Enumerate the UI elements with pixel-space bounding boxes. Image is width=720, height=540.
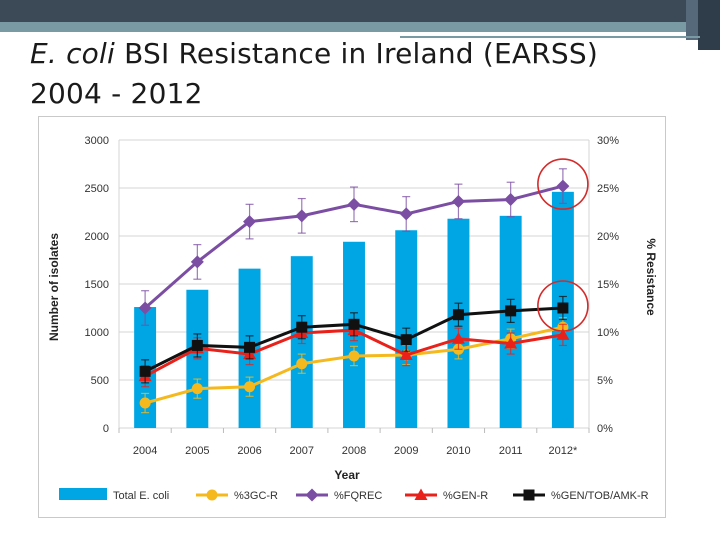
series-gen-tob-amk-r [139, 295, 569, 384]
data-point [451, 194, 465, 208]
y2-tick-label: 30% [597, 135, 619, 147]
x-tick-label: 2006 [237, 445, 261, 457]
slide-title-years: 2004 - 2012 [30, 77, 203, 110]
data-point [138, 301, 152, 315]
data-point [191, 339, 203, 351]
slide-title-organism: E. coli [30, 37, 115, 70]
data-point [505, 305, 517, 317]
data-point [139, 365, 151, 377]
y2-axis-label: % Resistance [644, 238, 658, 316]
y-axis-label: Number of isolates [47, 233, 61, 341]
data-point [296, 321, 308, 333]
y-tick-label: 0 [103, 423, 109, 435]
data-point [557, 302, 569, 314]
slide-accent-bar [0, 22, 720, 32]
legend-marker [206, 489, 218, 501]
legend-label: %GEN/TOB/AMK-R [551, 490, 649, 502]
y2-tick-label: 5% [597, 375, 613, 387]
legend-marker [305, 488, 319, 502]
y-tick-label: 1000 [85, 327, 109, 339]
x-tick-label: 2004 [133, 445, 157, 457]
x-tick-label: 2012* [549, 445, 578, 457]
data-point [244, 381, 256, 393]
slide-top-bar [0, 0, 720, 22]
y-tick-label: 1500 [85, 279, 109, 291]
y2-tick-label: 0% [597, 423, 613, 435]
data-point [243, 215, 257, 229]
legend-label: %GEN-R [443, 490, 488, 502]
data-point [452, 309, 464, 321]
data-point [296, 358, 308, 370]
x-tick-label: 2010 [446, 445, 470, 457]
x-axis-label: Year [334, 468, 360, 482]
highlight-circle [537, 158, 589, 210]
x-tick-label: 2011 [499, 445, 523, 457]
series-3gc-r [139, 317, 569, 414]
data-point [295, 209, 309, 223]
data-point [451, 332, 465, 344]
chart-annotations [537, 158, 589, 332]
data-point [244, 341, 256, 353]
y-tick-label: 2000 [85, 231, 109, 243]
data-point [400, 334, 412, 346]
y-tick-label: 2500 [85, 183, 109, 195]
legend-swatch-total-ecoli [59, 488, 107, 500]
y-tick-label: 3000 [85, 135, 109, 147]
chart-axes: Number of isolates % Resistance Year 0 50… [47, 135, 658, 482]
data-point [504, 193, 518, 207]
legend-marker [414, 488, 428, 500]
y2-tick-label: 10% [597, 327, 619, 339]
slide-accent-line [400, 36, 700, 38]
legend-label: Total E. coli [113, 490, 169, 502]
x-tick-label: 2005 [185, 445, 209, 457]
slide-corner-block [698, 0, 720, 50]
y2-tick-label: 25% [597, 183, 619, 195]
data-point [556, 179, 570, 193]
data-point [139, 397, 151, 409]
data-point [348, 350, 360, 362]
slide-title-text: BSI Resistance in Ireland (EARSS) [114, 37, 598, 70]
x-tick-label: 2008 [342, 445, 366, 457]
highlight-circle [537, 280, 589, 332]
data-point [399, 207, 413, 221]
chart-lines [138, 168, 570, 414]
slide-corner-accent [686, 0, 698, 40]
chart-frame: Number of isolates % Resistance Year 0 50… [38, 116, 666, 518]
x-tick-label: 2007 [290, 445, 314, 457]
slide-title: E. coli BSI Resistance in Ireland (EARSS… [30, 34, 680, 114]
resistance-chart: Number of isolates % Resistance Year 0 50… [47, 135, 658, 502]
legend-label: %3GC-R [234, 490, 278, 502]
data-point [556, 328, 570, 340]
x-tick-label: 2009 [394, 445, 418, 457]
chart-legend: Total E. coli %3GC-R %FQREC %GEN-R %GEN/TOB/… [59, 488, 649, 502]
legend-label: %FQREC [334, 490, 382, 502]
data-point [504, 337, 518, 349]
data-point [191, 383, 203, 395]
data-point [347, 197, 361, 211]
y2-tick-label: 15% [597, 279, 619, 291]
legend-marker [523, 489, 535, 501]
data-point [399, 348, 413, 361]
y2-tick-label: 20% [597, 231, 619, 243]
y-tick-label: 500 [91, 375, 109, 387]
data-point [348, 318, 360, 330]
